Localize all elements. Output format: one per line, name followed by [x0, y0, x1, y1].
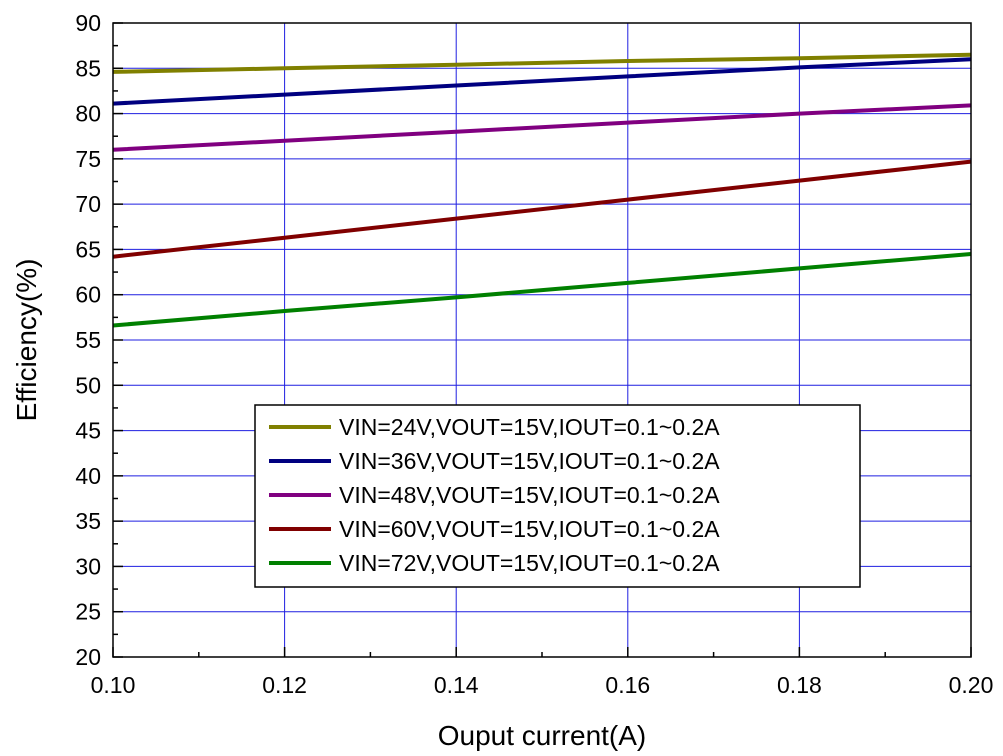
series-line-2 — [112, 57, 972, 106]
y-tick-label: 75 — [75, 146, 101, 172]
legend-label-3: VIN=48V,VOUT=15V,IOUT=0.1~0.2A — [339, 482, 720, 508]
y-tick-label: 20 — [75, 644, 101, 670]
legend-label-5: VIN=72V,VOUT=15V,IOUT=0.1~0.2A — [339, 550, 720, 576]
legend-label-4: VIN=60V,VOUT=15V,IOUT=0.1~0.2A — [339, 516, 720, 542]
y-tick-label: 70 — [75, 191, 101, 217]
series-line-1 — [112, 52, 972, 74]
series-line-3 — [112, 103, 972, 152]
x-tick-label: 0.18 — [777, 672, 822, 698]
legend: VIN=24V,VOUT=15V,IOUT=0.1~0.2A VIN=36V,VO… — [254, 404, 861, 588]
series-line-5 — [112, 252, 972, 328]
x-tick-label: 0.12 — [262, 672, 307, 698]
y-tick-label: 80 — [75, 101, 101, 127]
y-tick-label: 90 — [75, 10, 101, 36]
series-lines — [112, 52, 972, 328]
legend-box — [254, 404, 861, 588]
y-tick-label: 65 — [75, 236, 101, 262]
x-axis-label: Ouput current(A) — [438, 720, 647, 751]
y-tick-label: 55 — [75, 327, 101, 353]
x-tick-label: 0.14 — [434, 672, 479, 698]
series-line-4 — [112, 159, 972, 259]
x-tick-label: 0.16 — [605, 672, 650, 698]
x-tick-label: 0.10 — [91, 672, 136, 698]
y-axis-label: Efficiency(%) — [11, 259, 42, 422]
y-tick-label: 85 — [75, 55, 101, 81]
y-tick-label: 35 — [75, 508, 101, 534]
x-tick-label: 0.20 — [949, 672, 994, 698]
y-tick-label: 45 — [75, 418, 101, 444]
legend-label-1: VIN=24V,VOUT=15V,IOUT=0.1~0.2A — [339, 414, 720, 440]
axis-ticks — [112, 22, 972, 658]
y-tick-label: 50 — [75, 372, 101, 398]
y-tick-label: 40 — [75, 463, 101, 489]
tick-labels: 0.10 0.12 0.14 0.16 0.18 0.20 20 25 30 35 40 45 50 55… — [75, 10, 993, 698]
y-tick-label: 30 — [75, 553, 101, 579]
y-tick-label: 25 — [75, 599, 101, 625]
y-tick-label: 60 — [75, 282, 101, 308]
legend-label-2: VIN=36V,VOUT=15V,IOUT=0.1~0.2A — [339, 448, 720, 474]
